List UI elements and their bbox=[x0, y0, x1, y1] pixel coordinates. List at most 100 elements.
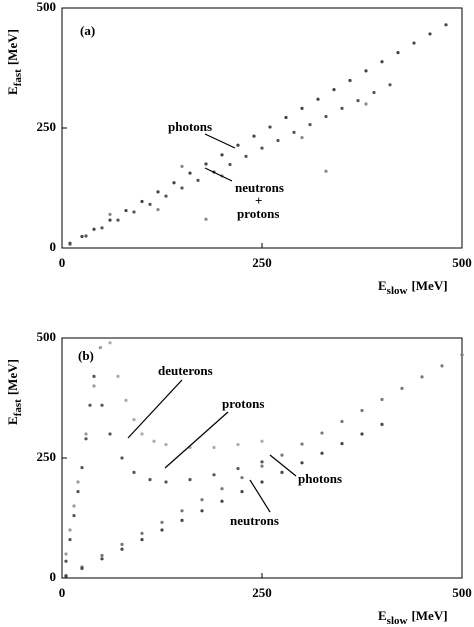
x-label: Eslow [MeV] bbox=[378, 608, 448, 627]
annotation: photons bbox=[168, 119, 212, 134]
point bbox=[132, 418, 136, 422]
point bbox=[444, 23, 448, 27]
point bbox=[100, 557, 104, 561]
point bbox=[360, 432, 364, 436]
point bbox=[300, 106, 304, 110]
point bbox=[316, 97, 320, 101]
point bbox=[84, 437, 88, 441]
axis-symbol: E bbox=[378, 278, 387, 293]
point bbox=[396, 51, 400, 55]
point bbox=[84, 432, 88, 436]
point bbox=[236, 143, 240, 147]
point bbox=[84, 234, 88, 238]
point bbox=[204, 217, 208, 221]
point bbox=[108, 341, 112, 345]
point bbox=[276, 138, 280, 143]
axis-symbol: E bbox=[378, 608, 387, 623]
annotation-pointer bbox=[204, 167, 233, 182]
x-tick-label: 0 bbox=[59, 255, 66, 270]
point bbox=[108, 218, 112, 222]
point bbox=[180, 509, 184, 513]
point bbox=[68, 528, 72, 532]
point bbox=[92, 384, 96, 388]
axis-subscript: fast bbox=[12, 399, 24, 416]
point bbox=[156, 190, 160, 194]
point bbox=[360, 408, 364, 413]
y-tick-label: 0 bbox=[50, 239, 57, 254]
point bbox=[284, 115, 288, 120]
point bbox=[92, 227, 96, 231]
point bbox=[260, 464, 264, 468]
point bbox=[196, 178, 200, 182]
y-label: Efast [MeV] bbox=[5, 359, 24, 425]
annotation: protons bbox=[222, 396, 264, 411]
y-tick-label: 250 bbox=[37, 449, 57, 464]
point bbox=[72, 514, 76, 518]
point bbox=[72, 504, 76, 508]
x-tick-label: 500 bbox=[452, 585, 472, 600]
point bbox=[98, 346, 102, 350]
axis-unit: [MeV] bbox=[5, 29, 20, 65]
point bbox=[388, 83, 392, 87]
point bbox=[164, 194, 168, 198]
point bbox=[180, 518, 184, 523]
point bbox=[308, 123, 312, 127]
point bbox=[108, 432, 112, 436]
point bbox=[340, 419, 344, 424]
point bbox=[260, 460, 264, 464]
point bbox=[240, 476, 244, 480]
point bbox=[332, 88, 336, 92]
point bbox=[428, 32, 432, 36]
point bbox=[364, 69, 368, 73]
point bbox=[364, 102, 368, 106]
point bbox=[380, 397, 384, 402]
point bbox=[300, 136, 304, 140]
annotation-pointer bbox=[249, 479, 271, 513]
point bbox=[204, 162, 208, 166]
point bbox=[280, 470, 284, 474]
point bbox=[140, 538, 144, 542]
axis-unit: [MeV] bbox=[411, 278, 447, 293]
x-tick-label: 500 bbox=[452, 255, 472, 270]
point bbox=[148, 478, 152, 482]
axis-unit: [MeV] bbox=[411, 608, 447, 623]
point bbox=[108, 212, 112, 216]
y-tick-label: 500 bbox=[37, 0, 57, 14]
point bbox=[140, 199, 144, 204]
point bbox=[400, 386, 404, 390]
point bbox=[280, 453, 284, 457]
point bbox=[100, 403, 104, 407]
point bbox=[68, 538, 72, 542]
point bbox=[188, 171, 192, 175]
axis-symbol: E bbox=[5, 86, 20, 95]
point bbox=[180, 186, 184, 190]
annotation: + bbox=[255, 193, 262, 208]
point bbox=[160, 528, 164, 532]
axis-subscript: slow bbox=[387, 615, 408, 627]
point bbox=[124, 208, 128, 213]
point bbox=[320, 451, 324, 455]
point bbox=[188, 478, 192, 482]
x-tick-label: 250 bbox=[252, 585, 272, 600]
annotation-pointer bbox=[204, 133, 236, 149]
point bbox=[152, 439, 156, 443]
point bbox=[292, 130, 296, 134]
annotation: photons bbox=[298, 471, 342, 486]
point bbox=[340, 106, 344, 110]
x-tick-label: 0 bbox=[59, 585, 66, 600]
point bbox=[100, 553, 104, 558]
annotation-pointer bbox=[269, 454, 297, 477]
point bbox=[160, 520, 164, 524]
point bbox=[80, 466, 84, 470]
point bbox=[140, 531, 144, 535]
point bbox=[380, 60, 384, 64]
annotation-pointer bbox=[127, 379, 183, 439]
annotation-pointer bbox=[164, 411, 229, 469]
point bbox=[80, 566, 84, 571]
point bbox=[88, 403, 92, 407]
panel-label: (a) bbox=[80, 23, 95, 38]
point bbox=[180, 164, 184, 168]
point bbox=[236, 466, 240, 471]
annotation: deuterons bbox=[158, 363, 213, 378]
